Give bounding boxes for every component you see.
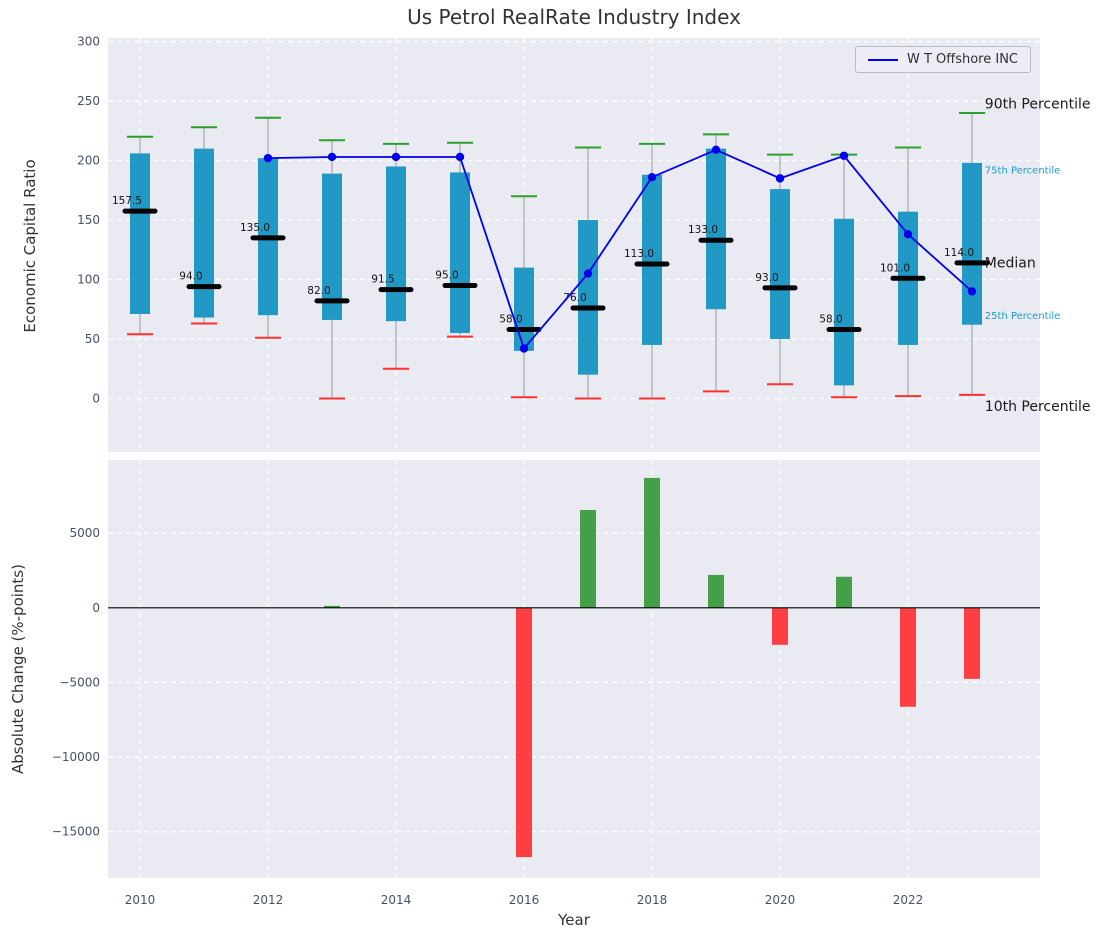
x-tick-label: 2020 [765, 893, 796, 907]
iqr-box-2017 [578, 220, 598, 375]
top-y-tick-label: 0 [92, 391, 100, 405]
median-label-2010: 157.5 [112, 195, 142, 207]
legend: W T Offshore INC [854, 46, 1031, 73]
top-y-tick-label: 100 [77, 273, 100, 287]
top-y-tick-label: 300 [77, 35, 100, 49]
median-label-2011: 94.0 [179, 271, 202, 283]
change-bar-2019 [708, 574, 724, 608]
change-bar-2020 [772, 607, 788, 645]
median-label-2020: 93.0 [755, 272, 778, 284]
median-label-2018: 113.0 [624, 248, 654, 260]
change-bar-2023 [964, 607, 980, 679]
company-point-2016 [519, 344, 529, 353]
legend-line-sample-icon [867, 58, 898, 61]
company-point-2017 [583, 269, 593, 278]
iqr-box-2014 [386, 166, 406, 322]
change-bar-2016 [516, 607, 532, 858]
iqr-box-2016 [514, 267, 534, 351]
top-y-tick-label: 150 [77, 213, 100, 227]
percentile-annotation: 90th Percentile [985, 96, 1091, 112]
company-point-2023 [967, 287, 977, 296]
company-point-2018 [647, 172, 657, 182]
top-y-axis-label: Economic Capital Ratio [21, 159, 39, 333]
median-label-2013: 82.0 [307, 285, 330, 297]
x-tick-label: 2018 [637, 893, 668, 907]
company-point-2014 [391, 152, 401, 162]
x-tick-label: 2010 [125, 893, 156, 907]
change-bar-2022 [900, 607, 916, 707]
x-tick-label: 2012 [253, 893, 284, 907]
top-y-tick-label: 200 [77, 154, 100, 168]
iqr-box-2015 [450, 172, 470, 334]
bottom-plot-bg [108, 460, 1040, 878]
company-point-2013 [327, 152, 337, 162]
chart-title: Us Petrol RealRate Industry Index [407, 5, 741, 29]
legend-label: W T Offshore INC [906, 52, 1018, 67]
top-y-tick-label: 50 [85, 332, 100, 346]
iqr-box-2010 [130, 153, 150, 314]
company-line [267, 148, 973, 351]
company-point-2020 [775, 174, 785, 183]
top-y-tick-label: 250 [77, 94, 100, 108]
x-axis-label: Year [558, 911, 590, 929]
x-tick-label: 2014 [381, 893, 412, 907]
iqr-box-2020 [770, 189, 790, 339]
x-tick-label: 2022 [893, 893, 924, 907]
company-point-2021 [839, 151, 849, 160]
bottom-y-tick-label: −5000 [59, 675, 100, 689]
x-tick-label: 2016 [509, 893, 540, 907]
bottom-y-tick-label: 5000 [69, 526, 100, 540]
iqr-box-2023 [962, 162, 982, 325]
percentile-annotation: 25th Percentile [985, 311, 1061, 322]
median-label-2012: 135.0 [240, 222, 270, 234]
iqr-box-2019 [706, 148, 726, 310]
iqr-box-2013 [322, 173, 342, 320]
median-label-2015: 95.0 [435, 269, 458, 281]
bottom-y-tick-label: −15000 [52, 825, 100, 839]
iqr-box-2018 [642, 174, 662, 345]
iqr-box-2011 [194, 148, 214, 318]
change-bar-2017 [580, 510, 596, 608]
median-label-2014: 91.5 [371, 274, 394, 286]
company-point-2022 [903, 230, 913, 239]
company-point-2015 [455, 152, 465, 162]
bottom-y-tick-label: −10000 [52, 750, 100, 764]
change-bar-2018 [644, 477, 660, 608]
percentile-annotation: Median [985, 255, 1036, 271]
bottom-y-axis-label: Absolute Change (%-points) [9, 564, 27, 774]
percentile-annotation: 10th Percentile [985, 399, 1091, 415]
median-label-2016: 58.0 [499, 313, 522, 325]
company-point-2012 [263, 153, 273, 163]
bottom-y-tick-label: 0 [92, 601, 100, 615]
iqr-box-2021 [834, 218, 854, 386]
median-label-2023: 114.0 [944, 247, 974, 259]
change-bar-2021 [836, 576, 852, 608]
company-point-2019 [711, 145, 721, 155]
median-label-2019: 133.0 [688, 224, 718, 236]
percentile-annotation: 75th Percentile [985, 166, 1061, 177]
median-label-2022: 101.0 [880, 262, 910, 274]
median-label-2021: 58.0 [819, 313, 842, 325]
change-bar-2013 [324, 605, 340, 608]
